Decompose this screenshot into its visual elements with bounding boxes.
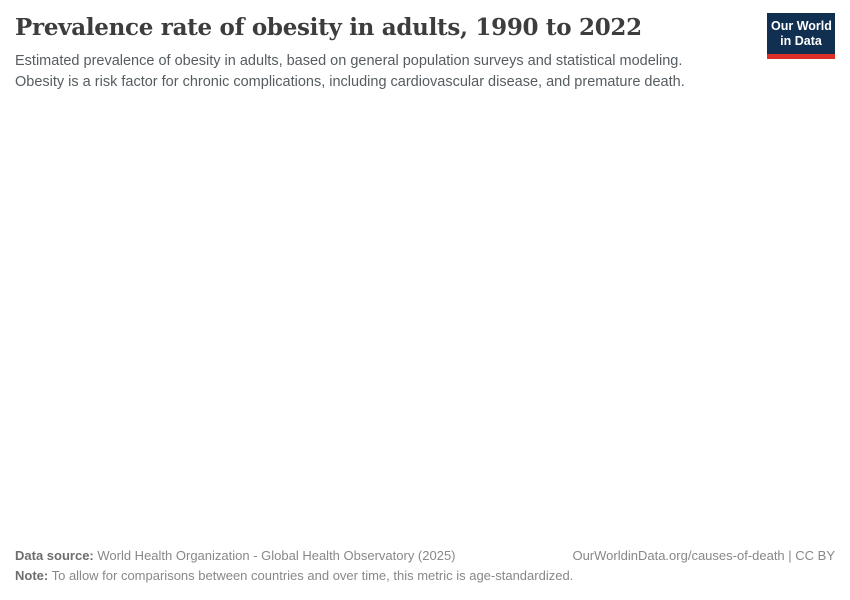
- owid-logo-line-2: in Data: [780, 34, 822, 48]
- footer-row-note: Note: To allow for comparisons between c…: [15, 566, 835, 586]
- data-source-label: Data source:: [15, 548, 94, 563]
- owid-logo-line-1: Our World: [771, 19, 832, 33]
- owid-logo[interactable]: Our World in Data: [767, 13, 835, 59]
- subtitle-line-2: Obesity is a risk factor for chronic com…: [15, 73, 685, 90]
- subtitle-line-1: Estimated prevalence of obesity in adult…: [15, 52, 683, 69]
- page-title: Prevalence rate of obesity in adults, 19…: [15, 14, 642, 41]
- chart-header: Prevalence rate of obesity in adults, 19…: [0, 0, 850, 93]
- note-label: Note:: [15, 568, 49, 583]
- owid-attribution-link[interactable]: OurWorldinData.org/causes-of-death | CC …: [572, 548, 835, 563]
- data-source-text: World Health Organization - Global Healt…: [93, 548, 456, 563]
- data-source-line: Data source: World Health Organization -…: [15, 546, 456, 566]
- chart-footer: Data source: World Health Organization -…: [15, 546, 835, 586]
- footer-row-source: Data source: World Health Organization -…: [15, 546, 835, 566]
- note-text: To allow for comparisons between countri…: [48, 568, 574, 583]
- chart-subtitle: Estimated prevalence of obesity in adult…: [15, 51, 835, 93]
- chart-plot-area-empty: [0, 110, 850, 530]
